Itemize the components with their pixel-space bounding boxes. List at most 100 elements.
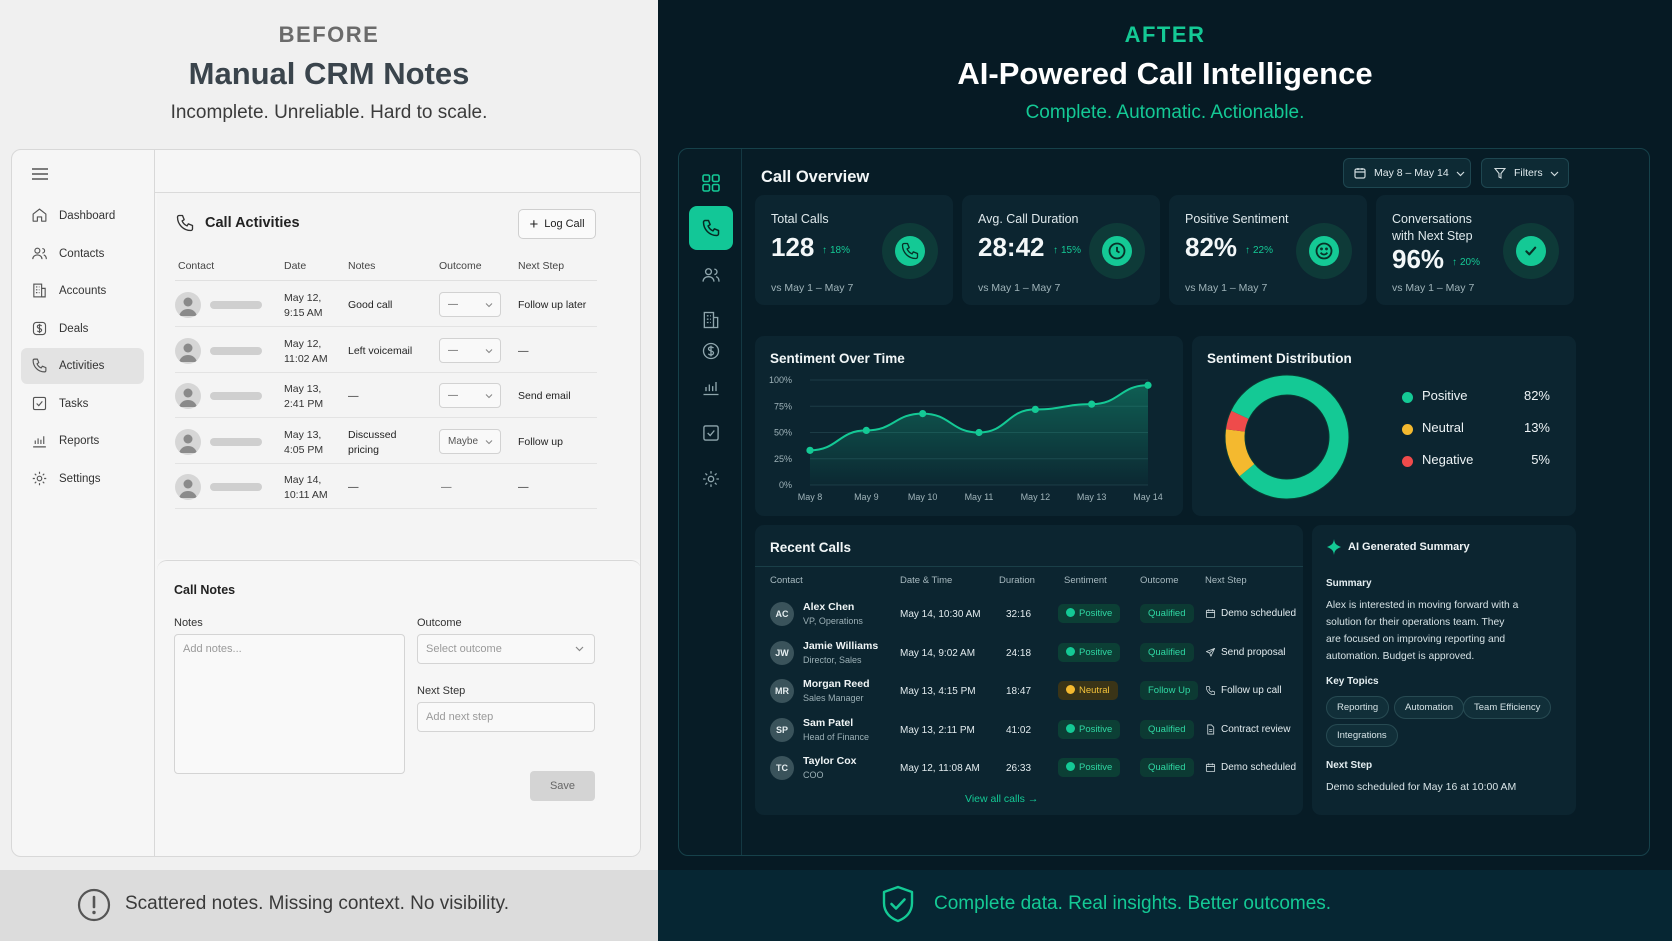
avatar-initials: AC bbox=[775, 609, 789, 619]
filters-button[interactable]: Filters bbox=[1481, 158, 1569, 188]
smile-icon bbox=[1066, 762, 1075, 771]
summary-text: are focused on improving reporting and bbox=[1326, 634, 1506, 645]
legend-value: 5% bbox=[1531, 452, 1550, 467]
sidebar-item-deals[interactable]: Deals bbox=[21, 311, 144, 347]
sentiment-over-time-card: Sentiment Over Time 100% 75% 50% 25% 0% May 8… bbox=[755, 336, 1183, 516]
sidebar-item-label: Activities bbox=[59, 360, 105, 372]
building-icon bbox=[31, 282, 49, 300]
call-date: May 12, bbox=[284, 292, 322, 304]
outcome-value: — bbox=[448, 344, 458, 356]
topic-tag[interactable]: Automation bbox=[1394, 696, 1465, 719]
outcome-dropdown[interactable]: — bbox=[439, 292, 501, 317]
call-time: 10:11 AM bbox=[284, 489, 328, 501]
recent-call-row[interactable]: SP Sam Patel Head of Finance May 13, 2:11 P… bbox=[755, 711, 1303, 749]
recent-call-row[interactable]: TC Taylor Cox COO May 12, 11:08 AM 26:33 Posi… bbox=[755, 749, 1303, 787]
x-tick-label: May 10 bbox=[908, 492, 938, 502]
building-icon[interactable] bbox=[689, 298, 733, 342]
data-point bbox=[862, 426, 870, 434]
arrow-up-icon: ↑ bbox=[1245, 245, 1250, 256]
date-range-picker[interactable]: May 8 – May 14 bbox=[1343, 158, 1471, 188]
sidebar-item-contacts[interactable]: Contacts bbox=[21, 236, 144, 272]
call-activities-title: Call Activities bbox=[205, 215, 300, 231]
next-step: Follow up bbox=[518, 435, 563, 448]
call-notes: Left voicemail bbox=[348, 344, 413, 357]
save-button[interactable]: Save bbox=[530, 771, 595, 801]
sidebar-item-accounts[interactable]: Accounts bbox=[21, 273, 144, 309]
table-row[interactable]: May 13, 2:41 PM — — Send email bbox=[175, 373, 597, 418]
sentiment-label: Neutral bbox=[1079, 685, 1110, 696]
outcome-dropdown[interactable]: Maybe bbox=[439, 428, 501, 454]
next-step: Demo scheduled bbox=[1205, 608, 1296, 619]
view-all-calls-link[interactable]: View all calls → bbox=[965, 793, 1039, 805]
contact-name: Jamie Williams bbox=[803, 639, 879, 652]
table-row[interactable]: May 14, 10:11 AM — — — bbox=[175, 464, 597, 509]
summary-text: Alex is interested in moving forward wit… bbox=[1326, 600, 1519, 611]
summary-text: solution for their operations team. They bbox=[1326, 617, 1505, 628]
sentiment-over-time-title: Sentiment Over Time bbox=[770, 351, 905, 366]
sentiment-badge: Neutral bbox=[1058, 681, 1118, 700]
kpi-icon-badge bbox=[1309, 236, 1339, 266]
recent-call-row[interactable]: AC Alex Chen VP, Operations May 14, 10:30 A… bbox=[755, 595, 1303, 633]
sidebar-item-dashboard[interactable]: Dashboard bbox=[21, 198, 144, 234]
home-icon bbox=[31, 207, 49, 225]
outcome-placeholder: Select outcome bbox=[426, 643, 502, 655]
hamburger-menu-icon[interactable] bbox=[32, 168, 48, 180]
gear-icon[interactable] bbox=[689, 457, 733, 501]
shield-check-icon bbox=[880, 885, 916, 923]
sidebar-item-activities[interactable]: Activities bbox=[21, 348, 144, 384]
dollar-icon[interactable] bbox=[689, 329, 733, 373]
call-date: May 12, bbox=[284, 337, 322, 350]
sentiment-label: Positive bbox=[1079, 646, 1113, 658]
sidebar-item-tasks[interactable]: Tasks bbox=[21, 386, 144, 422]
data-point bbox=[1088, 400, 1096, 408]
chevron-down-icon bbox=[575, 644, 584, 653]
log-call-button[interactable]: + Log Call bbox=[518, 209, 596, 239]
sentiment-badge: Positive bbox=[1058, 758, 1121, 777]
next-step: Contract review bbox=[1205, 724, 1290, 735]
sentiment-distribution-title: Sentiment Distribution bbox=[1207, 351, 1352, 366]
call-activities-card: Call Activities + Log Call Contact Date No… bbox=[157, 193, 640, 559]
users-icon[interactable] bbox=[689, 253, 733, 297]
outcome-dropdown[interactable]: — bbox=[439, 383, 501, 408]
notes-textarea[interactable]: Add notes... bbox=[174, 634, 405, 774]
sentiment-badge: Positive bbox=[1058, 642, 1121, 662]
next-step: Follow up call bbox=[1205, 685, 1282, 696]
sidebar-item-settings[interactable]: Settings bbox=[21, 461, 144, 497]
topic-tag[interactable]: Team Efficiency bbox=[1463, 696, 1552, 719]
ai-summary-card: AI Generated Summary Summary Alex is int… bbox=[1312, 525, 1576, 815]
calendar-icon bbox=[1205, 762, 1216, 773]
call-duration: 18:47 bbox=[1006, 686, 1032, 697]
bar-chart-icon[interactable] bbox=[689, 365, 733, 409]
recent-call-row[interactable]: JW Jamie Williams Director, Sales May 14, 9… bbox=[755, 634, 1303, 672]
table-row[interactable]: May 12, 9:15 AM Good call — Follow up later bbox=[175, 282, 597, 327]
table-row[interactable]: May 13, 4:05 PM Discussed pricing Maybe Follo… bbox=[175, 419, 597, 464]
column-header: Next Step bbox=[1205, 575, 1247, 586]
overview-title: Call Overview bbox=[761, 168, 870, 186]
chevron-down-icon bbox=[485, 301, 493, 309]
outcome-select[interactable]: Select outcome bbox=[417, 634, 595, 664]
contact-role: Director, Sales bbox=[803, 654, 862, 665]
crm-topbar bbox=[155, 150, 640, 193]
sentiment-donut-chart bbox=[1224, 374, 1350, 500]
checkbox-icon[interactable] bbox=[689, 411, 733, 455]
table-row[interactable]: May 12, 11:02 AM Left voicemail — — bbox=[175, 328, 597, 373]
sidebar-item-reports[interactable]: Reports bbox=[21, 423, 144, 459]
phone-icon bbox=[31, 357, 49, 375]
outcome-dropdown[interactable]: — bbox=[439, 337, 501, 363]
smile-icon bbox=[1066, 723, 1075, 733]
phone-icon bbox=[882, 223, 938, 279]
y-tick-label: 0% bbox=[779, 480, 792, 490]
next-step-input[interactable]: Add next step bbox=[417, 702, 595, 732]
topic-tag[interactable]: Integrations bbox=[1326, 724, 1398, 747]
grid-icon[interactable] bbox=[689, 161, 733, 205]
calendar-icon bbox=[1354, 167, 1366, 179]
next-step-label: Next Step bbox=[1326, 760, 1373, 771]
recent-call-row[interactable]: MR Morgan Reed Sales Manager May 13, 4:15 P… bbox=[755, 672, 1303, 710]
before-footer: Scattered notes. Missing context. No vis… bbox=[0, 870, 658, 941]
avatar-initials: SP bbox=[775, 724, 788, 735]
sentiment-label: Positive bbox=[1079, 608, 1113, 619]
avatar bbox=[175, 292, 201, 318]
phone-icon[interactable] bbox=[689, 206, 733, 250]
kpi-delta-value: 18% bbox=[830, 245, 851, 256]
topic-tag[interactable]: Reporting bbox=[1326, 696, 1390, 719]
